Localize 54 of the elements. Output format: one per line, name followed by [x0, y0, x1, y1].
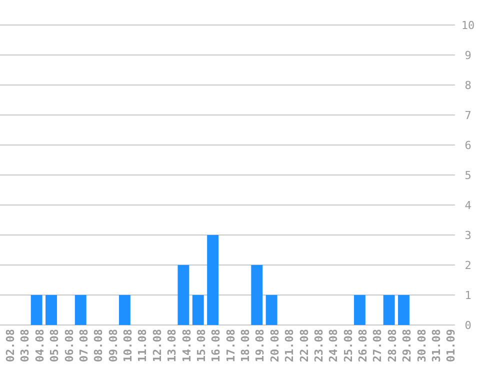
x-tick-label: 05.08: [48, 329, 62, 362]
bar: [192, 295, 204, 325]
x-tick-label: 18.08: [239, 329, 252, 362]
y-tick-label: 5: [464, 168, 472, 182]
x-tick-label: 17.08: [224, 329, 238, 362]
y-tick-label: 0: [464, 318, 472, 332]
x-tick-label: 03.08: [18, 329, 32, 362]
x-tick-label: 11.08: [136, 329, 150, 362]
bar: [251, 265, 263, 325]
y-tick-label: 10: [461, 18, 475, 32]
bar: [398, 295, 410, 325]
bar: [383, 295, 395, 325]
x-tick-label: 14.08: [180, 329, 194, 362]
x-tick-label: 10.08: [122, 329, 135, 362]
x-tick-label: 01.09: [444, 329, 458, 362]
x-tick-label: 25.08: [342, 329, 355, 362]
x-tick-label: 29.08: [400, 329, 414, 362]
y-tick-label: 9: [464, 48, 472, 62]
bar: [266, 295, 278, 325]
y-tick-label: 7: [464, 108, 472, 122]
x-tick-label: 16.08: [210, 329, 223, 362]
x-tick-label: 26.08: [356, 329, 370, 362]
y-tick-label: 4: [464, 198, 472, 212]
x-tick-label: 09.08: [106, 329, 120, 362]
x-tick-label: 04.08: [33, 329, 46, 362]
x-tick-label: 07.08: [77, 329, 90, 362]
x-tick-label: 27.08: [371, 329, 384, 362]
bar: [30, 295, 42, 325]
y-tick-label: 8: [464, 78, 472, 92]
x-tick-label: 13.08: [166, 329, 179, 362]
x-tick-label: 15.08: [194, 329, 208, 362]
x-tick-label: 02.08: [4, 329, 18, 362]
bar: [207, 235, 219, 325]
x-tick-label: 24.08: [327, 329, 340, 362]
y-tick-label: 2: [464, 258, 472, 272]
x-tick-label: 22.08: [298, 329, 311, 362]
y-tick-label: 1: [464, 288, 472, 302]
y-tick-label: 6: [464, 138, 472, 152]
bar: [354, 295, 366, 325]
bar: [178, 265, 190, 325]
x-tick-label: 08.08: [92, 329, 106, 362]
bar: [46, 295, 57, 325]
x-tick-label: 21.08: [283, 329, 296, 362]
x-tick-label: 30.08: [415, 329, 428, 362]
x-tick-label: 23.08: [312, 329, 326, 362]
x-tick-label: 06.08: [62, 329, 76, 362]
bar: [118, 295, 130, 325]
x-tick-label: 31.08: [430, 329, 443, 362]
x-tick-label: 19.08: [254, 329, 267, 362]
x-tick-label: 12.08: [150, 329, 164, 362]
y-tick-label: 3: [464, 228, 472, 242]
x-tick-label: 20.08: [268, 329, 282, 362]
x-tick-label: 28.08: [386, 329, 399, 362]
bar: [74, 295, 86, 325]
